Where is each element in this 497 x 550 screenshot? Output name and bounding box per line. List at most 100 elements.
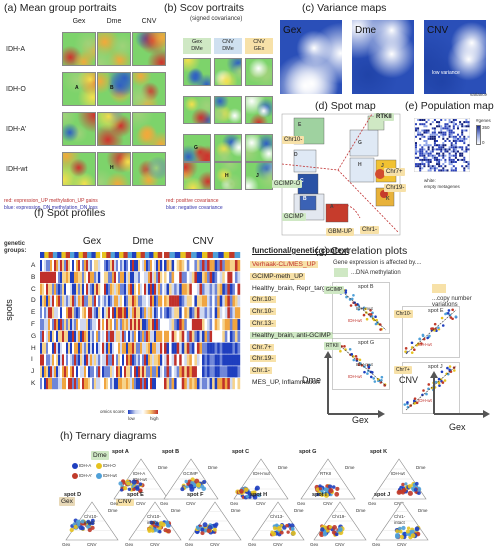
profile-cell (166, 307, 170, 319)
profile-cell (237, 366, 241, 378)
profile-cell (116, 342, 119, 354)
profile-cell (158, 354, 161, 366)
profile-cell (50, 283, 53, 295)
population-cell (433, 144, 436, 147)
population-cell (423, 129, 426, 132)
population-cell (436, 152, 438, 155)
plot-point (427, 383, 431, 386)
profile-cell (232, 366, 236, 378)
profile-cell (186, 319, 190, 331)
profile-cell (126, 330, 129, 342)
profile-cell (217, 271, 220, 283)
variance-map-cnv: CNV low variance (424, 20, 486, 94)
genetic-group-cell (136, 252, 141, 258)
ternary-point (184, 479, 188, 484)
profile-cell (114, 378, 117, 390)
profile-cell (189, 271, 193, 283)
profile-cell (154, 354, 157, 366)
profile-cell (74, 260, 77, 272)
profile-cell (224, 342, 228, 354)
profile-cell (118, 342, 121, 354)
population-cell (419, 133, 422, 136)
profile-cell (194, 330, 198, 342)
genetic-group-cell (223, 252, 230, 258)
correlation-tag: GCIMP (324, 286, 345, 294)
profile-cell (142, 307, 145, 319)
profile-cell (84, 342, 87, 354)
spot-label-j: J (31, 368, 35, 376)
profile-cell (134, 271, 137, 283)
profile-cell (171, 271, 175, 283)
profile-cell (209, 260, 213, 272)
profile-cell (184, 330, 187, 342)
correlation-tag: RTKII (324, 342, 341, 350)
population-cell (444, 125, 447, 128)
profile-cell (40, 378, 43, 390)
profile-cell (174, 307, 177, 319)
profile-cell (227, 319, 231, 331)
profile-cell (82, 354, 85, 366)
profile-cell (169, 378, 172, 390)
plot-point (422, 337, 426, 341)
ternary-point (396, 489, 402, 495)
profile-cell (60, 260, 63, 272)
ternary-axis-dme: Dme (356, 508, 366, 513)
profile-cell (227, 330, 231, 342)
panel-d-title: (d) Spot map (315, 100, 376, 112)
profile-cell (194, 283, 198, 295)
profile-cell (140, 366, 143, 378)
population-cell (440, 125, 443, 128)
ternary-point (322, 531, 328, 537)
panel-a-row-idha: IDH-A (6, 46, 26, 53)
profile-cell (54, 378, 57, 390)
spot-map-gbm-arc (329, 204, 361, 219)
profile-cell (160, 271, 163, 283)
profile-cell (181, 354, 185, 366)
profile-cell (189, 260, 193, 272)
population-cell (448, 133, 451, 136)
regression-line (405, 365, 457, 411)
profile-cell (224, 283, 228, 295)
population-cell (450, 169, 453, 172)
population-cell (448, 127, 451, 130)
population-cell (448, 158, 451, 161)
profile-cell (40, 354, 43, 366)
population-cell (423, 165, 426, 168)
profile-cell (232, 330, 236, 342)
plot-point (371, 371, 374, 374)
profile-cell (207, 378, 210, 390)
spot-label-k: K (31, 380, 36, 387)
profile-cell (106, 330, 109, 342)
population-cell (450, 150, 453, 153)
population-cell (452, 125, 455, 128)
ternary-legend-label: IDH-A (79, 463, 92, 468)
profile-cell (209, 295, 213, 307)
profile-cell (176, 295, 180, 307)
profile-cell (214, 295, 218, 307)
population-cell (448, 163, 451, 166)
population-cell (415, 129, 417, 132)
profile-cell (132, 295, 135, 307)
profile-cell (96, 342, 99, 354)
profile-cell (144, 330, 147, 342)
profile-cell (219, 354, 223, 366)
profile-cell (222, 342, 225, 354)
low-variance-label: low variance (432, 70, 460, 76)
cnv-label: ...copy number variations (432, 296, 472, 308)
population-cell (465, 125, 468, 128)
population-cell (425, 140, 428, 142)
profile-cell (191, 295, 195, 307)
profile-cell (237, 354, 241, 366)
profile-cell (86, 378, 89, 390)
profile-cell (120, 342, 123, 354)
population-cell (448, 146, 451, 149)
ternary-point (401, 525, 406, 531)
profile-cell (82, 271, 85, 283)
profile-cell (76, 378, 79, 390)
population-cell (429, 165, 432, 168)
profile-cell (148, 342, 151, 354)
population-cell (429, 154, 432, 157)
genetic-group-cell (149, 252, 154, 258)
population-cell (467, 144, 470, 147)
profile-cell (76, 307, 79, 319)
